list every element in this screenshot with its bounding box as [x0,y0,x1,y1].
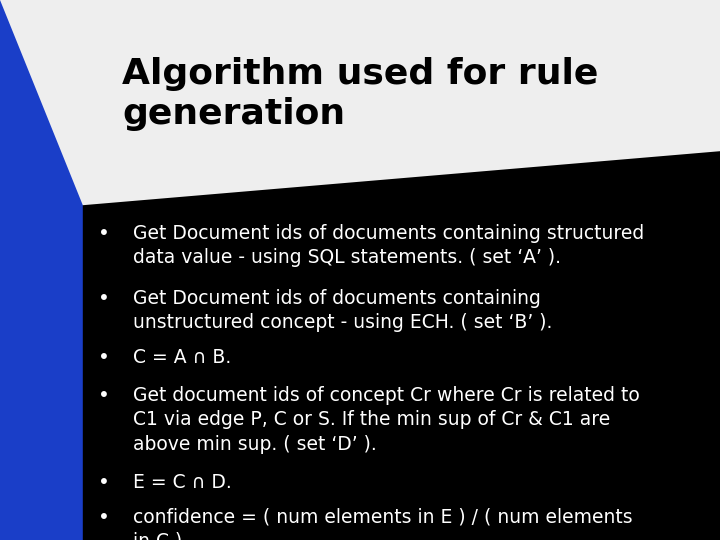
Text: C = A ∩ B.: C = A ∩ B. [133,348,231,367]
Text: •: • [99,508,110,526]
Text: confidence = ( num elements in E ) / ( num elements
in C ).: confidence = ( num elements in E ) / ( n… [133,508,633,540]
Polygon shape [0,0,720,205]
Text: •: • [99,289,110,308]
Text: Get document ids of concept Cr where Cr is related to
C1 via edge P, C or S. If : Get document ids of concept Cr where Cr … [133,386,640,454]
Text: •: • [99,348,110,367]
Text: •: • [99,472,110,491]
Text: Get Document ids of documents containing
unstructured concept - using ECH. ( set: Get Document ids of documents containing… [133,289,552,332]
Text: •: • [99,224,110,243]
Text: Algorithm used for rule
generation: Algorithm used for rule generation [122,57,599,131]
Text: •: • [99,386,110,405]
Text: E = C ∩ D.: E = C ∩ D. [133,472,232,491]
Text: Get Document ids of documents containing structured
data value - using SQL state: Get Document ids of documents containing… [133,224,644,267]
Polygon shape [0,0,83,540]
